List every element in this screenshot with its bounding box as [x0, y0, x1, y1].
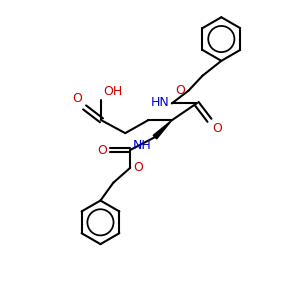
Text: O: O: [72, 92, 82, 105]
Text: NH: NH: [133, 139, 152, 152]
Polygon shape: [153, 120, 172, 139]
Text: O: O: [98, 143, 107, 157]
Text: O: O: [212, 122, 222, 135]
Text: O: O: [175, 84, 185, 97]
Text: OH: OH: [103, 85, 123, 98]
Text: HN: HN: [151, 96, 170, 109]
Text: O: O: [133, 161, 143, 174]
